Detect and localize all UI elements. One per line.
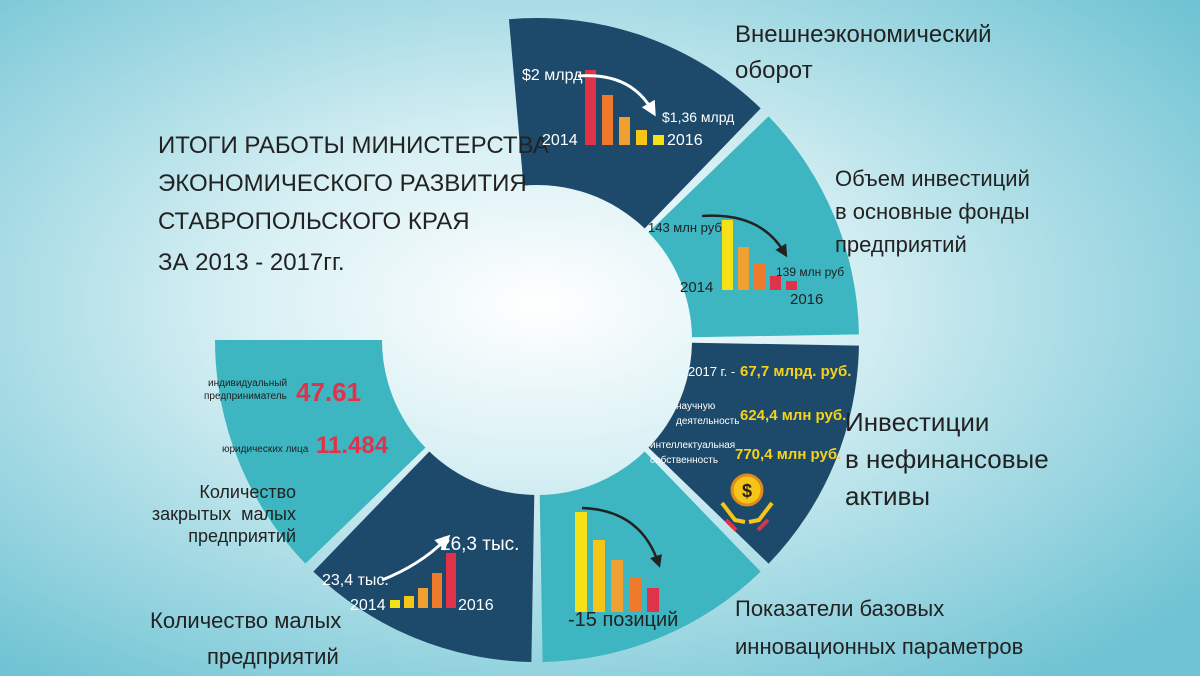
bar — [770, 276, 781, 290]
section-label: в нефинансовые — [845, 444, 1049, 474]
section-label: инновационных параметров — [735, 634, 1023, 659]
bar — [629, 578, 641, 612]
item-label: индивидуальный — [208, 378, 287, 389]
section-label: в основные фонды — [835, 199, 1030, 224]
item-value: 67,7 млрд. руб. — [740, 363, 851, 380]
arrow — [581, 506, 662, 568]
ring-segment — [215, 340, 426, 564]
arrow — [701, 214, 788, 258]
year: 2014 — [350, 597, 386, 614]
year: 2016 — [667, 132, 703, 149]
section-label: предприятий — [835, 232, 967, 257]
section-innovation: -15 позиций Показатели базовых инновацио… — [568, 506, 1023, 659]
item-label: собственность — [650, 454, 718, 466]
title: ИТОГИ РАБОТЫ МИНИСТЕРСТВА ЭКОНОМИЧЕСКОГО… — [158, 132, 549, 276]
bar — [432, 573, 442, 608]
end-value: $1,36 млрд — [662, 109, 734, 125]
bar — [619, 117, 630, 145]
title-line: ЗА 2013 - 2017гг. — [158, 249, 345, 276]
ring-segment — [648, 342, 859, 564]
section-label: Показатели базовых — [735, 596, 944, 621]
arrow — [381, 534, 451, 582]
item-label: предприниматель — [204, 391, 287, 402]
section-nonfinancial: 2017 г. - 67,7 млрд. руб. научную деятел… — [650, 363, 1049, 532]
bar — [575, 512, 587, 612]
title-line: ИТОГИ РАБОТЫ МИНИСТЕРСТВА — [158, 132, 549, 159]
section-label: закрытых малых — [152, 504, 296, 524]
bar — [722, 220, 733, 290]
bar — [446, 553, 456, 608]
start-value: 143 млн руб — [648, 220, 722, 235]
title-line: ЭКОНОМИЧЕСКОГО РАЗВИТИЯ — [158, 170, 527, 197]
item-value: 624,4 млн руб. — [740, 407, 846, 424]
start-value: 23,4 тыс. — [322, 572, 389, 589]
item-label: деятельность — [676, 416, 739, 427]
year: 2014 — [542, 132, 578, 149]
bar — [636, 130, 647, 145]
ring-segment — [648, 116, 859, 338]
section-label: активы — [845, 481, 930, 511]
year: 2014 — [680, 279, 713, 296]
bar — [653, 135, 664, 145]
item-label: 2017 г. - — [688, 364, 735, 379]
section-investment: 143 млн руб 139 млн руб 2014 2016 Объем … — [648, 166, 1030, 308]
start-value: $2 млрд — [522, 67, 583, 84]
section-label: предприятий — [207, 644, 339, 669]
bar — [593, 540, 605, 612]
money-icon: $ — [720, 473, 774, 532]
section-label: Объем инвестиций — [835, 166, 1030, 191]
year: 2016 — [458, 597, 494, 614]
item-label: научную — [676, 401, 716, 412]
bar — [738, 247, 749, 290]
title-line: СТАВРОПОЛЬСКОГО КРАЯ — [158, 208, 470, 235]
bar — [611, 560, 623, 612]
item-label: интеллектуальная — [650, 440, 735, 451]
change-value: -15 позиций — [568, 609, 678, 631]
section-label: оборот — [735, 57, 813, 84]
bar — [602, 95, 613, 145]
section-label: Количество — [199, 482, 296, 502]
bar — [754, 263, 765, 290]
end-value: 139 млн руб — [776, 265, 844, 279]
year: 2016 — [790, 291, 823, 308]
section-label: Инвестиции — [845, 407, 989, 437]
bar — [786, 281, 797, 290]
bar — [404, 596, 414, 608]
section-closed: индивидуальный предприниматель 47.61 юри… — [152, 377, 389, 546]
section-label: Внешнеэкономический — [735, 21, 992, 48]
item-label: юридических лица — [222, 444, 309, 455]
item-value: 11.484 — [316, 432, 389, 459]
ring-segment — [508, 18, 761, 229]
bar — [585, 70, 596, 145]
section-trade: $2 млрд $1,36 млрд 2014 2016 Внешнеэконо… — [522, 21, 992, 149]
bar — [390, 600, 400, 608]
item-value: 770,4 млн руб. — [735, 446, 841, 463]
section-label: предприятий — [188, 526, 296, 546]
arrow — [577, 74, 656, 117]
svg-text:$: $ — [742, 481, 752, 501]
section-small-enterprises: 23,4 тыс. 26,3 тыс. 2014 2016 Количество… — [150, 534, 519, 669]
end-value: 26,3 тыс. — [440, 534, 519, 555]
section-label: Количество малых — [150, 608, 341, 633]
bar — [647, 588, 659, 612]
item-value: 47.61 — [296, 377, 361, 407]
bar — [418, 588, 428, 608]
